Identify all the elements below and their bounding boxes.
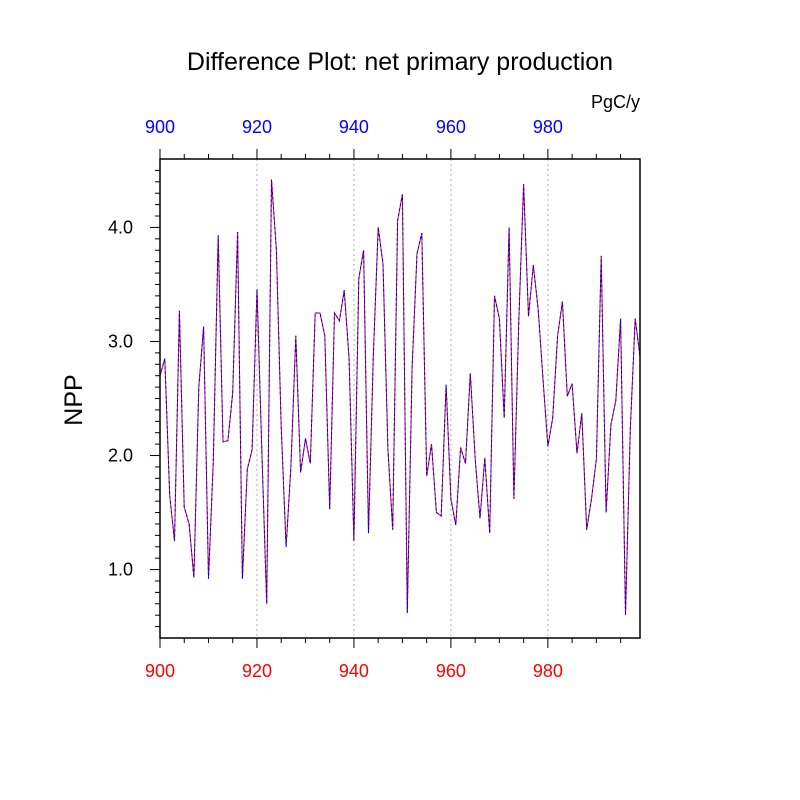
units-label: PgC/y <box>591 92 640 112</box>
series-line-blue <box>159 179 641 616</box>
top-axis-tick-label: 940 <box>339 117 369 137</box>
y-axis-tick-label: 4.0 <box>108 217 133 237</box>
y-axis-tick-label: 3.0 <box>108 331 133 351</box>
top-axis-tick-label: 960 <box>436 117 466 137</box>
bottom-axis-tick-label: 980 <box>533 661 563 681</box>
y-axis-tick-label: 2.0 <box>108 446 133 466</box>
top-axis-tick-label: 900 <box>145 117 175 137</box>
chart-title: Difference Plot: net primary production <box>187 48 613 76</box>
bottom-axis-tick-label: 960 <box>436 661 466 681</box>
y-axis-tick-label: 1.0 <box>108 560 133 580</box>
bottom-axis-tick-label: 900 <box>145 661 175 681</box>
top-axis-tick-label: 920 <box>242 117 272 137</box>
axis-ticks <box>150 149 622 648</box>
data-series <box>159 179 641 616</box>
bottom-axis-tick-label: 920 <box>242 661 272 681</box>
bottom-axis-tick-label: 940 <box>339 661 369 681</box>
y-axis-label: NPP <box>60 374 88 425</box>
tick-labels: 900 920 940 960 980 900 920 940 960 980 1.0 2.0 3.0 4… <box>108 117 563 681</box>
top-axis-tick-label: 980 <box>533 117 563 137</box>
